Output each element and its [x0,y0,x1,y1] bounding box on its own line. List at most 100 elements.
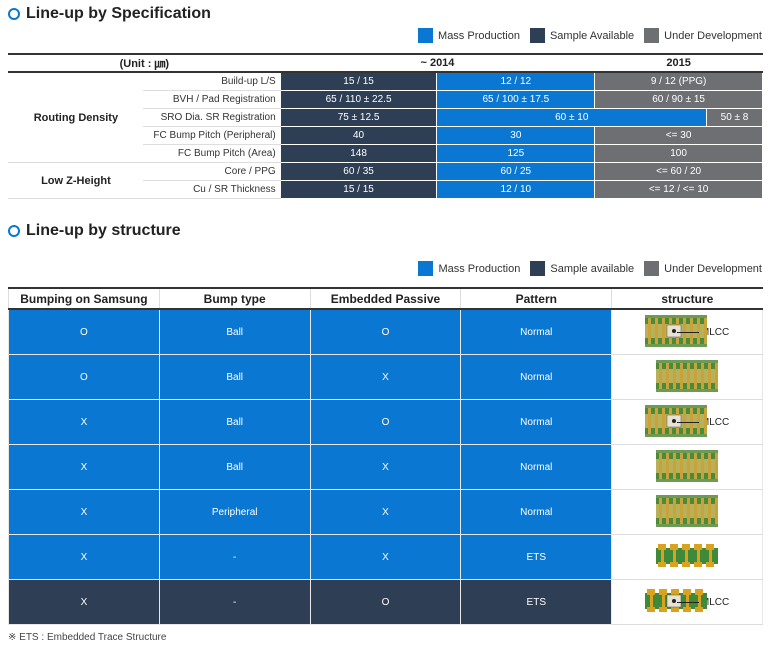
package-cross-section-image [656,494,719,530]
sample-available-swatch [530,261,546,276]
cell-pattern: Normal [460,354,613,400]
row-label: FC Bump Pitch (Area) [142,144,281,163]
mlcc-callout-line [676,331,699,333]
cell-bumping: X [8,399,160,445]
row-label: Build-up L/S [142,71,281,91]
cell-bump: Ball [158,354,311,400]
mlcc-callout-line [676,601,699,603]
table-row: X Ball O Normal MLCC [8,399,763,445]
cell-2014-mass: 30 [436,126,596,145]
cell-2014-sample: 15 / 15 [279,71,438,91]
header-embedded-passive: Embedded Passive [309,287,461,310]
cell-bump: - [158,534,311,580]
mass-production-swatch [418,261,434,276]
cell-2014-mass: 65 / 100 ± 17.5 [436,90,596,109]
row-label: SRO Dia. SR Registration [142,108,281,127]
cell-2014-mass: 12 / 10 [436,180,596,199]
cell-2014-mass: 125 [436,144,596,163]
row-label: FC Bump Pitch (Peripheral) [142,126,281,145]
cell-2014-sample: 75 ± 12.5 [279,108,438,127]
cell-passive: O [309,399,462,445]
cell-pattern: Normal [460,489,613,535]
cell-bump: Ball [158,444,311,490]
cell-bumping: X [8,534,160,580]
structure-cell: MLCC [611,579,763,625]
structure-cell [611,444,763,490]
cell-pattern: Normal [460,308,613,355]
table-row: X - X ETS [8,534,763,580]
cell-2014-mass: 60 / 25 [436,162,596,181]
cell-bumping: O [8,308,160,355]
cell-2014-sample: 148 [279,144,438,163]
cell-2014-mass: 12 / 12 [436,71,596,91]
cell-bumping: X [8,579,160,625]
table-row: O Ball O Normal MLCC [8,308,763,355]
legend-dev-label: Under Development [664,29,762,42]
cell-2015-dev: <= 60 / 20 [594,162,763,181]
legend-mass-label: Mass Production [438,29,520,42]
mass-production-swatch [418,28,434,43]
structure-legend: Mass Production Sample available Under D… [408,261,762,276]
cell-2015-dev: <= 12 / <= 10 [594,180,763,199]
structure-table: Bumping on Samsung Bump type Embedded Pa… [8,287,763,625]
table-row: X Peripheral X Normal [8,489,763,535]
spec-legend: Mass Production Sample Available Under D… [408,28,762,43]
cell-2014-sample: 40 [279,126,438,145]
package-cross-section-image [656,359,719,395]
legend-sample-label: Sample available [550,262,635,275]
structure-cell [611,534,763,580]
under-development-swatch [644,261,660,276]
spec-table: (Unit : ㎛) ~ 2014 2015 Routing Density B… [8,53,763,199]
spec-row: Routing Density Build-up L/S 15 / 15 12 … [8,71,763,163]
cell-pattern: Normal [460,399,613,445]
row-label: BVH / Pad Registration [142,90,281,109]
cell-pattern: ETS [460,534,613,580]
row-label: Core / PPG [142,162,281,181]
header-bumping: Bumping on Samsung [8,287,160,310]
table-row: X - O ETS MLCC [8,579,763,625]
bullet-ring-icon [8,8,20,20]
cell-passive: O [309,579,462,625]
mlcc-label: MLCC [700,416,730,428]
cell-bump: Ball [158,308,311,355]
bullet-ring-icon [8,225,20,237]
cell-passive: O [309,308,462,355]
structure-section-title: Line-up by structure [8,222,181,240]
cell-2015-dev: <= 30 [594,126,763,145]
cell-mass-span: 60 ± 10 [436,108,708,127]
group-low-z-height: Low Z-Height [8,162,144,199]
cell-bumping: O [8,354,160,400]
spec-row: FC Bump Pitch (Peripheral) 40 30 <= 30 [9,126,763,145]
ets-footnote: ※ ETS : Embedded Trace Structure [8,632,167,643]
period-2015-header: 2015 [594,53,763,73]
cell-2015-dev: 50 ± 8 [706,108,763,127]
package-cross-section-image [656,449,719,485]
cell-passive: X [309,489,462,535]
header-structure: structure [611,287,763,310]
table-row: X Ball X Normal [8,444,763,490]
group-routing-density: Routing Density [8,71,144,163]
package-cross-section-image [644,314,707,350]
under-development-swatch [644,28,660,43]
legend-dev-label: Under Development [664,262,762,275]
package-cross-section-image [644,585,707,620]
mlcc-label: MLCC [700,326,730,338]
cell-pattern: Normal [460,444,613,490]
structure-cell [611,354,763,400]
cell-bump: Peripheral [158,489,311,535]
cell-2015-dev: 60 / 90 ± 15 [594,90,763,109]
cell-2015-dev: 100 [594,144,763,163]
cell-bumping: X [8,444,160,490]
cell-bump: Ball [158,399,311,445]
unit-header: (Unit : ㎛) [8,53,281,73]
row-label: Cu / SR Thickness [142,180,281,199]
cell-2014-sample: 65 / 110 ± 22.5 [279,90,438,109]
cell-2014-sample: 60 / 35 [279,162,438,181]
cell-2015-dev: 9 / 12 (PPG) [594,71,763,91]
header-pattern: Pattern [460,287,612,310]
spec-row: FC Bump Pitch (Area) 148 125 100 [9,144,763,163]
structure-cell [611,489,763,535]
spec-title-text: Line-up by Specification [26,5,211,22]
cell-bump: - [158,579,311,625]
spec-section-title: Line-up by Specification [8,5,211,23]
